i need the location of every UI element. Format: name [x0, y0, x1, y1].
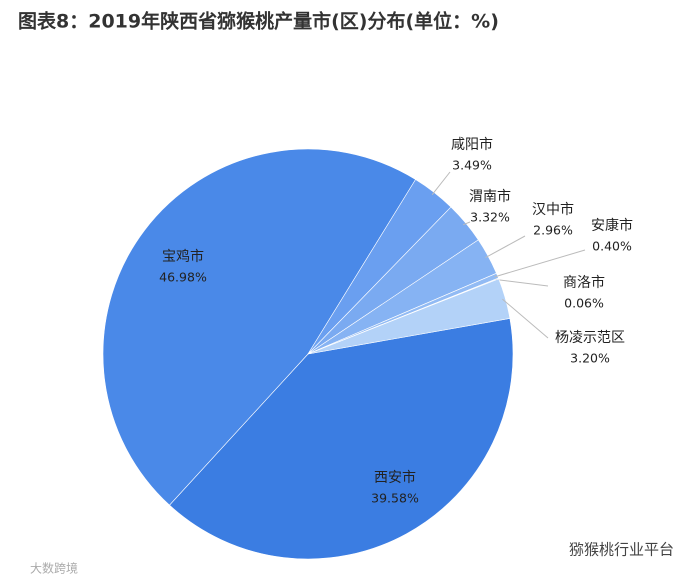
- slice-label: 杨凌示范区: [555, 329, 625, 346]
- slice-label: 渭南市: [469, 188, 511, 205]
- slice-label: 商洛市: [563, 274, 605, 291]
- slice-label: 宝鸡市: [162, 248, 204, 265]
- slice-label: 咸阳市: [451, 136, 493, 153]
- slice-label: 汉中市: [532, 201, 574, 218]
- watermark: 大数跨境: [30, 561, 78, 576]
- leader-line: [494, 249, 586, 278]
- value-label: 2.96%: [533, 223, 573, 238]
- leader-line: [431, 171, 451, 195]
- slice-label: 西安市: [374, 469, 416, 486]
- value-label: 3.32%: [470, 210, 510, 225]
- pie-slice: [307, 278, 511, 355]
- pie-slice: [169, 318, 514, 560]
- leader-line: [462, 221, 471, 226]
- value-label: 0.06%: [564, 296, 604, 311]
- leader-line: [495, 279, 549, 287]
- leader-line: [485, 235, 526, 259]
- value-label: 0.40%: [592, 239, 632, 254]
- value-label: 46.98%: [159, 270, 207, 285]
- chart-title: 图表8：2019年陕西省猕猴桃产量市(区)分布(单位：%): [18, 10, 499, 33]
- value-label: 3.20%: [570, 351, 610, 366]
- pie-slice: [102, 148, 416, 506]
- leader-line: [502, 298, 549, 339]
- slice-label: 安康市: [591, 217, 633, 234]
- value-label: 3.49%: [452, 158, 492, 173]
- watermark: 猕猴桃行业平台: [569, 541, 674, 559]
- value-label: 39.58%: [371, 491, 419, 506]
